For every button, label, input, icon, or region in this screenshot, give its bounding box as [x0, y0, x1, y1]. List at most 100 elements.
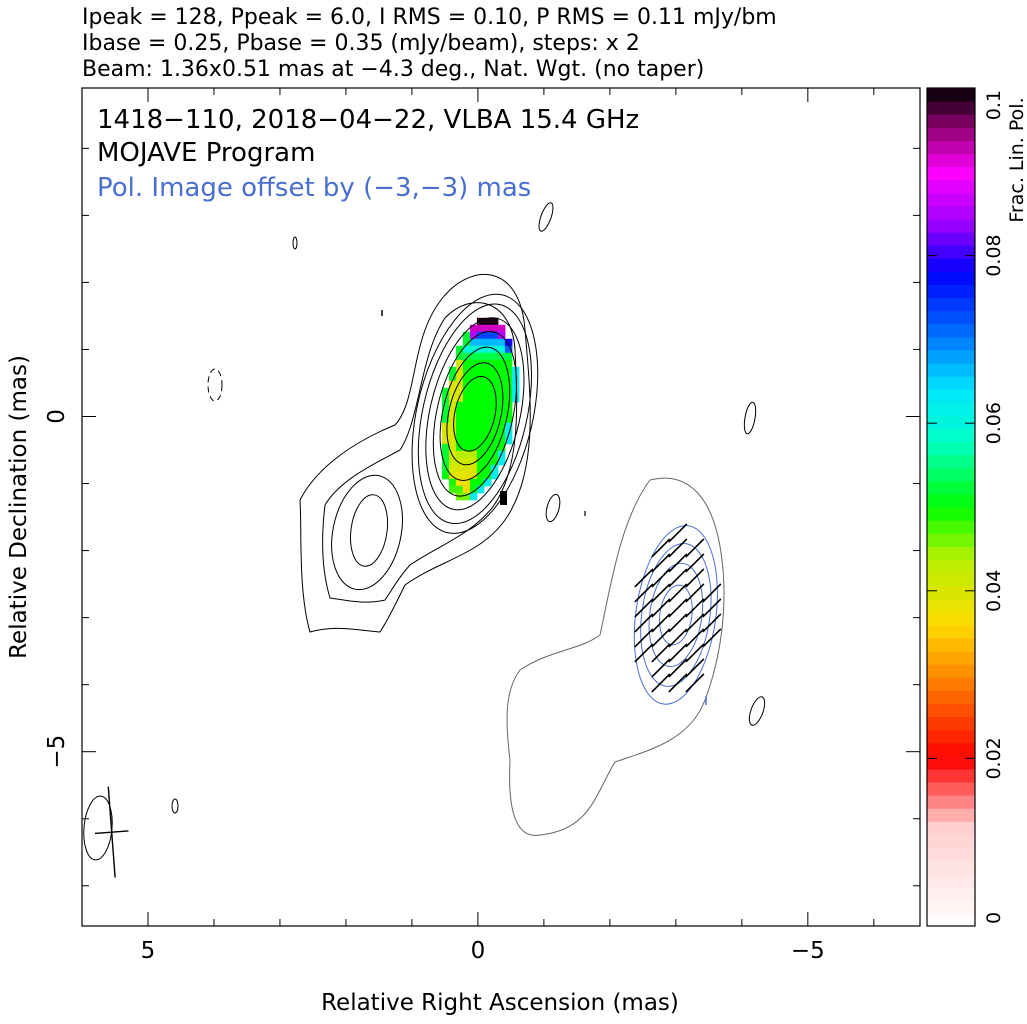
colorbar-ticks: 0 0.02 0.04 0.06 0.08 0.1 [927, 87, 1005, 927]
pol-pixel [476, 373, 485, 382]
evpa-vector [685, 583, 705, 603]
evpa-vector [651, 673, 671, 693]
evpa-vector [685, 568, 705, 588]
evpa-vector [651, 568, 671, 588]
colorbar-step [927, 703, 975, 718]
pol-pixel [462, 457, 471, 466]
pol-pixel [469, 359, 478, 368]
colorbar-step [927, 284, 975, 299]
pol-pixel [448, 380, 457, 389]
evpa-vector [702, 583, 722, 603]
pol-pixel [441, 457, 450, 466]
pol-pixel [469, 331, 478, 340]
envelope-contour [322, 302, 518, 603]
pol-pixel [469, 478, 478, 487]
pol-pixel [483, 331, 492, 340]
pol-pixel [469, 394, 478, 403]
pol-pixel [462, 450, 471, 459]
core-contour [453, 375, 497, 452]
pol-pixel [476, 345, 485, 354]
pol-pixel [469, 443, 478, 452]
evpa-vector [634, 583, 654, 603]
pol-pixel [455, 366, 464, 375]
pol-pixel [455, 457, 464, 466]
noise-contour [171, 798, 179, 814]
pol-pixel [483, 366, 492, 375]
annotation-source: 1418−110, 2018−04−22, VLBA 15.4 GHz [97, 105, 639, 135]
noise-contour [545, 493, 561, 523]
pol-pixel [469, 429, 478, 438]
pol-pixel [476, 324, 485, 333]
pol-pixel [476, 457, 485, 466]
pol-pixel [462, 471, 471, 480]
colorbar-step [927, 166, 975, 181]
pol-pixel [476, 436, 485, 445]
colorbar-step [927, 886, 975, 901]
colorbar-step [927, 546, 975, 560]
pol-pixel [511, 387, 520, 396]
negative-contour [207, 368, 223, 402]
pol-pixel [455, 387, 464, 396]
evpa-vector [634, 598, 654, 618]
pol-pixel [455, 352, 464, 361]
colorbar-step [927, 140, 975, 155]
pol-pixel [483, 345, 492, 354]
pol-pixel [441, 408, 450, 417]
colorbar-step [927, 232, 975, 246]
noise-contour [748, 696, 766, 726]
pol-pixel [483, 478, 492, 487]
pol-pixel [455, 436, 464, 445]
pol-pixel [504, 359, 513, 368]
evpa-vector [668, 673, 688, 693]
core-contour [417, 303, 532, 525]
pol-pixel [504, 345, 513, 354]
colorbar-step [927, 310, 975, 325]
pol-pixel [469, 422, 478, 431]
pol-pixel [490, 408, 499, 417]
pol-pixel [448, 450, 457, 459]
pol-pixel [490, 422, 499, 431]
pol-pixel [511, 380, 520, 389]
colorbar-step [927, 101, 975, 115]
colorbar-step [927, 729, 975, 744]
evpa-vector [702, 598, 722, 618]
pol-pixel [497, 436, 506, 445]
evpa-vector [651, 598, 671, 618]
pol-pixel [483, 450, 492, 459]
colorbar-steps [927, 88, 975, 927]
pol-pixel [469, 408, 478, 417]
pol-pixel [448, 478, 457, 487]
colorbar-step [927, 336, 975, 351]
pol-pixel [462, 415, 471, 424]
noise-contour [292, 236, 298, 250]
pol-pixel [497, 415, 506, 424]
pol-pixel [469, 352, 478, 361]
evpa-vector [651, 643, 671, 663]
pol-pixel [483, 422, 492, 431]
pol-pixel [483, 324, 492, 333]
pol-pixel [455, 429, 464, 438]
colorbar-step [927, 847, 975, 862]
pol-pixel [469, 436, 478, 445]
pol-pixel [455, 443, 464, 452]
pol-pixel [448, 422, 457, 431]
pol-pixel [504, 408, 513, 417]
colorbar-step [927, 664, 975, 678]
pol-pixel [490, 401, 499, 410]
pol-pixel [476, 429, 485, 438]
pol-pixel [441, 436, 450, 445]
pol-pixel [504, 394, 513, 403]
pol-pixel [462, 331, 471, 340]
pol-pixel [497, 373, 506, 382]
pol-pixel [469, 324, 478, 333]
pol-pixel [469, 401, 478, 410]
pol-pixel [441, 415, 450, 424]
colorbar-step [927, 742, 975, 757]
evpa-vector [668, 643, 688, 663]
pol-pixel [469, 380, 478, 389]
pol-pixel [455, 359, 464, 368]
colorbar-step [927, 245, 975, 259]
evpa-vector [668, 613, 688, 633]
header-line-3: Beam: 1.36x0.51 mas at −4.3 deg., Nat. W… [82, 57, 704, 82]
pol-pixel [490, 352, 499, 361]
